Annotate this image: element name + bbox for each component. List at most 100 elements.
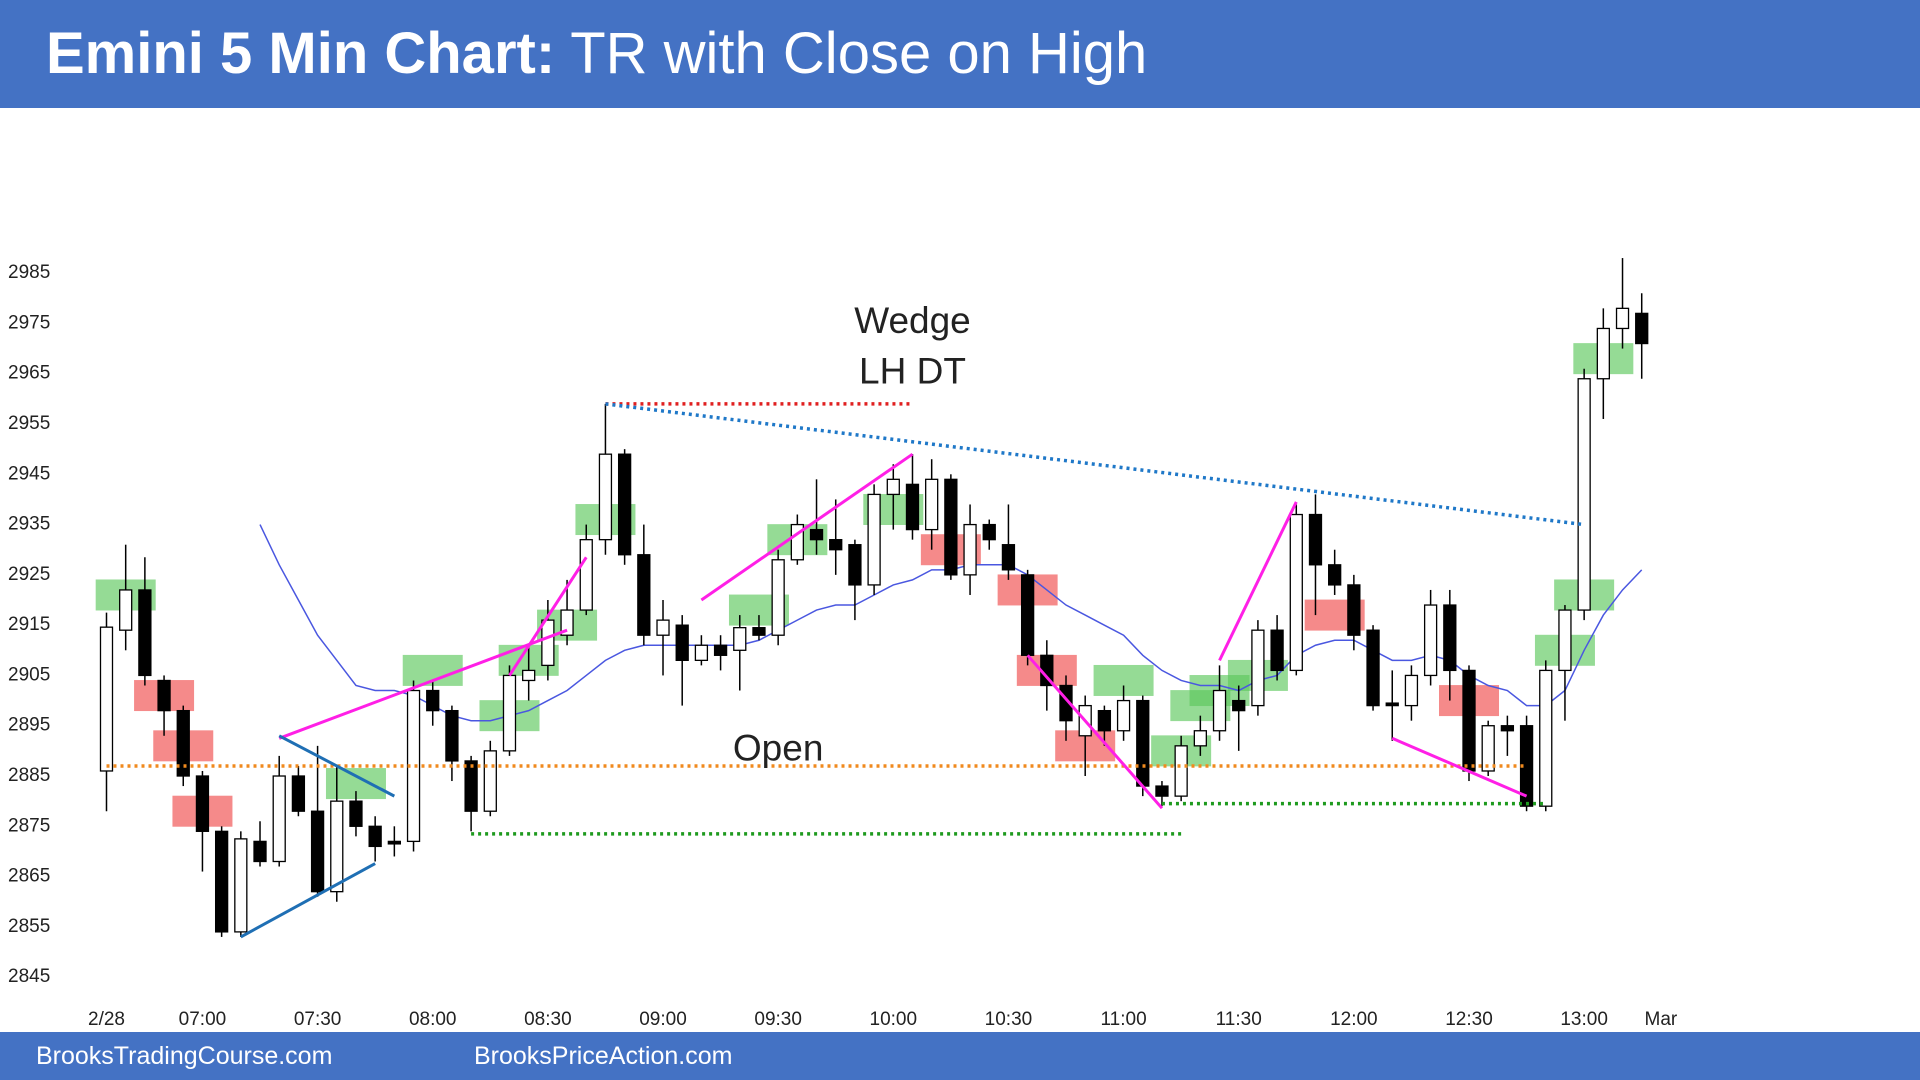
candle-body bbox=[675, 624, 689, 662]
candle-body bbox=[848, 544, 862, 586]
candle-body bbox=[195, 775, 210, 832]
candle-body bbox=[867, 493, 881, 586]
candle-body bbox=[330, 800, 344, 893]
y-tick-label: 2965 bbox=[8, 363, 50, 384]
candle-body bbox=[1615, 307, 1630, 330]
candle-body bbox=[560, 609, 574, 636]
chart: 2845 2855 2865 2875 2885 2895 2905 2915 2925 2935… bbox=[8, 258, 1678, 1030]
annotation: Wedge bbox=[854, 300, 971, 341]
candle-body bbox=[99, 626, 114, 772]
y-tick-label: 2955 bbox=[8, 413, 50, 434]
candle-body bbox=[138, 589, 152, 677]
footer: BrooksTradingCourse.com BrooksPriceActio… bbox=[0, 1032, 1920, 1080]
chart-title: Emini 5 Min Chart: bbox=[46, 21, 556, 86]
y-tick-label: 2855 bbox=[8, 916, 50, 937]
candle-body bbox=[579, 539, 593, 611]
annotation-line bbox=[508, 556, 588, 677]
chart-subtitle: TR with Close on High bbox=[570, 21, 1148, 86]
candle-body bbox=[598, 453, 613, 541]
candle-body bbox=[1097, 709, 1112, 732]
candle-body bbox=[752, 627, 766, 636]
candle-body bbox=[541, 619, 555, 667]
candle-body bbox=[1001, 544, 1016, 571]
y-tick-label: 2875 bbox=[8, 815, 50, 836]
candle-body bbox=[1116, 699, 1131, 732]
y-tick-label: 2975 bbox=[8, 312, 50, 333]
y-tick-label: 2865 bbox=[8, 866, 50, 887]
candle-body bbox=[1443, 604, 1457, 672]
candle-body bbox=[617, 453, 632, 556]
x-tick-label: 13:00 bbox=[1560, 1009, 1608, 1030]
candle-body bbox=[905, 483, 920, 531]
candle-body bbox=[1558, 609, 1572, 672]
annotation: LH DT bbox=[859, 350, 966, 391]
annotation-line bbox=[1218, 501, 1298, 662]
x-tick-label: 10:30 bbox=[985, 1009, 1033, 1030]
candle-body bbox=[176, 709, 190, 777]
y-tick-label: 2935 bbox=[8, 514, 50, 535]
y-tick-label: 2845 bbox=[8, 966, 50, 987]
annotation-line bbox=[700, 452, 914, 602]
candle-body bbox=[944, 478, 958, 576]
candle-body bbox=[426, 689, 440, 712]
candle-body bbox=[1635, 312, 1649, 345]
candle-body bbox=[349, 800, 363, 827]
candle-body bbox=[253, 840, 267, 863]
annotation-line bbox=[240, 862, 376, 939]
x-tick-label: 08:30 bbox=[524, 1009, 572, 1030]
candle-body bbox=[483, 750, 497, 812]
candle-body bbox=[809, 528, 824, 541]
candle-body bbox=[982, 523, 996, 541]
candle-body bbox=[829, 539, 843, 551]
header: Emini 5 Min Chart: TR with Close on High bbox=[0, 0, 1920, 108]
candle-body bbox=[272, 775, 286, 863]
candle-body bbox=[214, 830, 229, 933]
y-tick-label: 2945 bbox=[8, 463, 50, 484]
candle-body bbox=[502, 674, 517, 752]
candle-body bbox=[1193, 730, 1207, 747]
candle-body bbox=[1212, 689, 1227, 732]
y-tick-label: 2985 bbox=[8, 262, 50, 283]
x-tick-label: 11:00 bbox=[1101, 1009, 1147, 1030]
candle-body bbox=[1500, 725, 1515, 732]
x-tick-label: 12:00 bbox=[1330, 1009, 1378, 1030]
y-tick-label: 2895 bbox=[8, 715, 50, 736]
x-tick-label: 10:00 bbox=[870, 1009, 918, 1030]
candle-body bbox=[1347, 584, 1361, 636]
candle-body bbox=[886, 478, 900, 496]
candle-body bbox=[1404, 674, 1419, 707]
candle-body bbox=[656, 619, 670, 636]
candle-body bbox=[1270, 629, 1284, 672]
annotation-line bbox=[278, 734, 396, 798]
candle-body bbox=[1423, 604, 1438, 677]
x-tick-label: 09:30 bbox=[754, 1009, 802, 1030]
footer-link: BrooksPriceAction.com bbox=[474, 1042, 733, 1070]
x-tick-label: 11:30 bbox=[1216, 1009, 1262, 1030]
x-tick-label: 08:00 bbox=[409, 1009, 457, 1030]
candle-body bbox=[1020, 574, 1035, 656]
candle-body bbox=[1136, 699, 1150, 787]
candle-body bbox=[1232, 699, 1246, 712]
y-tick-label: 2925 bbox=[8, 564, 50, 585]
candle-body bbox=[1481, 725, 1495, 772]
candle-body bbox=[1308, 513, 1323, 566]
candle-body bbox=[1385, 702, 1399, 707]
candle-body bbox=[771, 559, 785, 636]
candle-body bbox=[637, 554, 651, 636]
candle-body bbox=[1174, 745, 1188, 797]
candle-body bbox=[713, 644, 728, 656]
x-tick-label: 07:00 bbox=[179, 1009, 227, 1030]
candle-body bbox=[1596, 327, 1610, 380]
candle-body bbox=[1539, 669, 1553, 807]
candle-body bbox=[963, 523, 977, 576]
candle-body bbox=[387, 840, 401, 845]
candle-body bbox=[733, 627, 747, 651]
annotation-line bbox=[1391, 736, 1528, 798]
candle-body bbox=[291, 775, 306, 812]
x-tick-label: 2/28 bbox=[88, 1009, 125, 1030]
candle-body bbox=[694, 644, 709, 662]
y-tick-label: 2905 bbox=[8, 664, 50, 685]
annotation-line bbox=[278, 628, 568, 740]
x-tick-label: Mar bbox=[1645, 1009, 1678, 1030]
candle-body bbox=[157, 679, 171, 712]
